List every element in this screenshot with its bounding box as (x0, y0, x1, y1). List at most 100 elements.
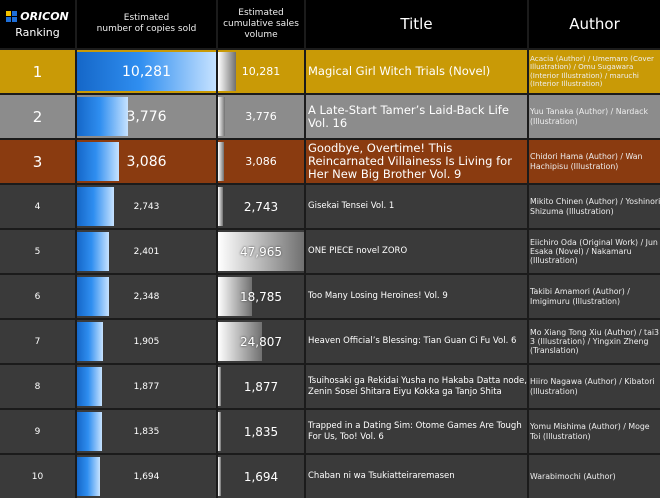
ranking-row: 10 1,694 1,694 Chaban ni wa Tsukiatteirarem… (0, 455, 660, 498)
cumulative-value: 3,776 (245, 110, 277, 123)
column-separator (304, 455, 306, 498)
book-author: Mo Xiang Tong Xiu (Author) / tai3 3 (Ill… (530, 327, 660, 356)
cumulative-bar (218, 232, 304, 271)
ranking-row: 2 3,776 3,776 A Late-Start Tamer’s Laid-Bac… (0, 95, 660, 138)
book-author: Takibi Amamori (Author) / Imigimuru (Ill… (530, 287, 630, 306)
column-separator (304, 320, 306, 363)
cum-header-line1: Estimated (238, 7, 284, 18)
column-separator (304, 140, 306, 183)
rank-number: 2 (32, 107, 43, 126)
column-separator (75, 140, 77, 183)
book-author: Yomu Mishima (Author) / Moge Toi (Illust… (530, 422, 650, 441)
ranking-row: 4 2,743 2,743 Gisekai Tensei Vol. 1 Mikito C… (0, 185, 660, 228)
column-separator (527, 50, 529, 93)
cumulative-value: 2,743 (243, 199, 279, 214)
column-separator (75, 455, 77, 498)
cumulative-value: 47,965 (240, 244, 282, 259)
copies-bar (77, 187, 114, 226)
copies-bar (77, 412, 102, 451)
column-separator (304, 185, 306, 228)
column-separator (527, 455, 529, 498)
header-author: Author (529, 0, 660, 48)
book-author: Acacia (Author) / Umemaro (Cover Illustr… (530, 53, 655, 88)
cumulative-value: 1,694 (243, 469, 279, 484)
book-author: Mikito Chinen (Author) / Yoshinori Shizu… (530, 197, 660, 216)
column-separator (527, 320, 529, 363)
header-copies: Estimated number of copies sold (77, 0, 216, 48)
rank-number: 9 (34, 426, 41, 437)
column-separator (216, 365, 218, 408)
column-separator (216, 275, 218, 318)
book-title: Heaven Official’s Blessing: Tian Guan Ci… (308, 336, 517, 346)
copies-bar (77, 142, 119, 181)
cumulative-value: 10,281 (241, 65, 281, 78)
column-separator (216, 50, 218, 93)
cumulative-bar (218, 187, 223, 226)
column-separator (216, 95, 218, 138)
copies-value: 1,877 (133, 381, 160, 392)
column-separator (216, 140, 218, 183)
copies-header-line2: number of copies sold (96, 24, 197, 34)
ranking-row: 3 3,086 3,086 Goodbye, Overtime! This Reinc… (0, 140, 660, 183)
book-title: Goodbye, Overtime! This Reincarnated Vil… (308, 141, 512, 181)
cumulative-value: 1,835 (243, 424, 279, 439)
column-separator (75, 320, 77, 363)
book-author: Yuu Tanaka (Author) / Nardack (Illustrat… (530, 107, 648, 126)
column-separator (527, 410, 529, 453)
column-separator (304, 230, 306, 273)
cumulative-bar (218, 97, 225, 136)
copies-bar (77, 277, 109, 316)
cumulative-bar (218, 457, 221, 496)
column-separator (216, 230, 218, 273)
copies-bar (77, 232, 109, 271)
header-cumulative: Estimated cumulative sales volume (218, 0, 304, 48)
oricon-logo-icon (6, 10, 18, 22)
cumulative-bar (218, 367, 221, 406)
cumulative-bar (218, 142, 224, 181)
rank-number: 6 (34, 291, 41, 302)
column-separator (75, 365, 77, 408)
book-title: A Late-Start Tamer’s Laid-Back Life Vol.… (308, 102, 509, 130)
copies-bar (77, 322, 103, 361)
column-separator (75, 230, 77, 273)
ranking-row: 9 1,835 1,835 Trapped in a Dating Sim: Otom… (0, 410, 660, 453)
column-separator (75, 275, 77, 318)
cumulative-bar (218, 277, 252, 316)
column-separator (304, 95, 306, 138)
book-title: Magical Girl Witch Trials (Novel) (308, 64, 491, 78)
column-separator (75, 410, 77, 453)
column-separator (304, 50, 306, 93)
book-title: Gisekai Tensei Vol. 1 (308, 201, 395, 211)
rank-number: 1 (32, 62, 43, 81)
book-author: Chidori Hama (Author) / Wan Hachipisu (I… (530, 152, 643, 171)
cumulative-value: 24,807 (240, 334, 282, 349)
cumulative-value: 1,877 (243, 379, 279, 394)
ranking-row: 7 1,905 24,807 Heaven Official’s Blessing: … (0, 320, 660, 363)
oricon-logo: ORICON (6, 10, 69, 23)
copies-bar (77, 457, 100, 496)
ranking-row: 6 2,348 18,785 Too Many Losing Heroines! Vo… (0, 275, 660, 318)
ranking-header-label: Ranking (15, 25, 60, 39)
column-separator (527, 365, 529, 408)
rank-number: 3 (32, 152, 43, 171)
header-ranking: ORICON Ranking (0, 0, 75, 48)
book-title: Chaban ni wa Tsukiatteiraremasen (308, 471, 455, 481)
column-separator (75, 95, 77, 138)
book-author: Eiichiro Oda (Original Work) / Jun Esaka… (530, 237, 658, 266)
copies-value: 10,281 (122, 63, 171, 80)
book-title: Too Many Losing Heroines! Vol. 9 (308, 291, 448, 301)
column-separator (304, 410, 306, 453)
logo-text: ORICON (20, 9, 69, 23)
rank-number: 7 (34, 336, 41, 347)
cumulative-bar (218, 412, 221, 451)
book-author: Hiiro Nagawa (Author) / Kibatori (Illust… (530, 377, 655, 396)
column-separator (304, 365, 306, 408)
copies-bar (77, 97, 128, 136)
copies-value: 1,694 (133, 471, 160, 482)
column-separator (527, 275, 529, 318)
cum-header-line2: cumulative sales (223, 18, 299, 29)
copies-bar (77, 367, 102, 406)
rank-number: 5 (34, 246, 41, 257)
column-separator (527, 230, 529, 273)
